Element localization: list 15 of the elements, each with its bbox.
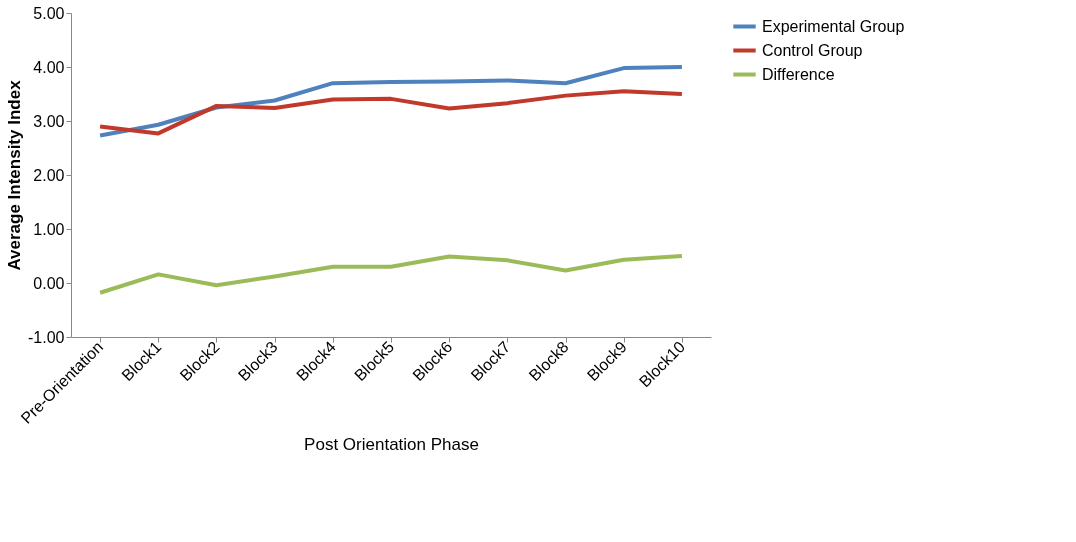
y-tick-label: -1.00: [28, 328, 65, 346]
x-axis-title: Post Orientation Phase: [304, 434, 479, 454]
y-tick-label: 1.00: [33, 220, 65, 238]
line-series: [98, 89, 684, 136]
legend-label: Difference: [762, 65, 835, 83]
y-axis-title: Average Intensity Index: [5, 79, 25, 271]
y-tick-label: 5.00: [33, 4, 65, 22]
y-tick-label: 0.00: [33, 274, 65, 292]
y-tick-label: 2.00: [33, 166, 65, 184]
y-tick-label: 3.00: [33, 112, 65, 130]
line-series: [98, 65, 684, 138]
legend-label: Experimental Group: [762, 17, 905, 35]
y-tick-label: 4.00: [33, 58, 65, 76]
line-series: [98, 254, 684, 295]
legend-label: Control Group: [762, 41, 863, 59]
